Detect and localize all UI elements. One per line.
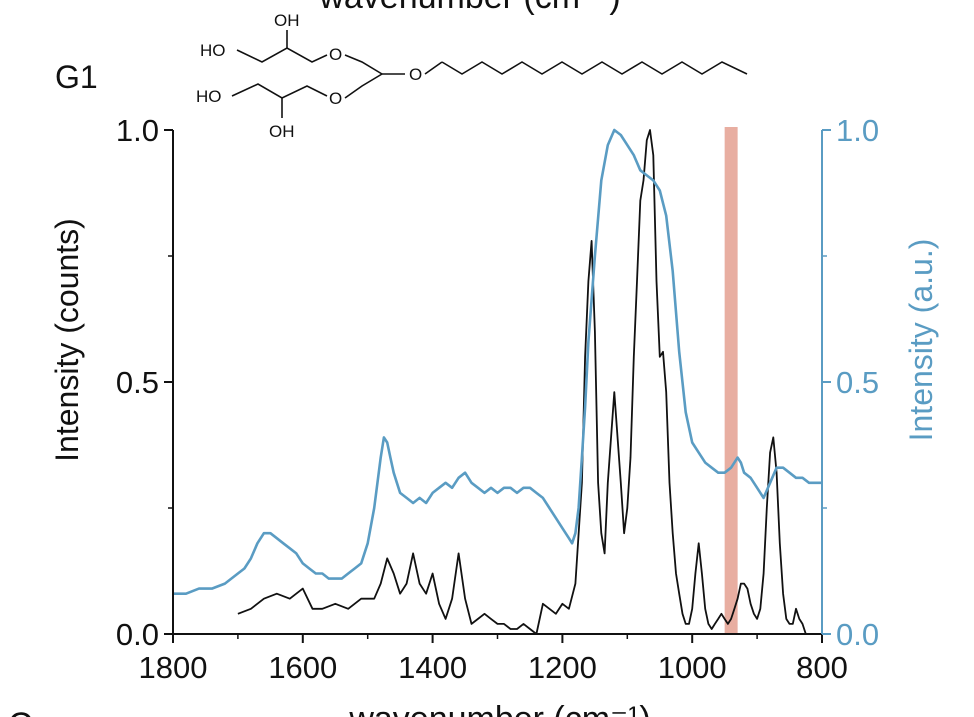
panel-label: G1 [55, 59, 98, 95]
atom-label-o-ether: O [409, 65, 422, 84]
structure-bond-lower [231, 83, 328, 99]
x-tick-label: 1600 [268, 650, 337, 685]
structure-bond-ether-out [424, 61, 443, 75]
y2-tick-label: 0.0 [836, 617, 879, 652]
structure-bond-lower-o [344, 73, 383, 99]
x-tick-label: 1800 [139, 650, 208, 685]
axes-layer: 1800 1600 1400 1200 1000 8000.00.51.00.00.51.… [116, 113, 879, 685]
atom-label-o-upper: O [329, 45, 342, 64]
x-tick-label: 1400 [398, 650, 467, 685]
cut-axis-title-top: wavenumber (cm⁻¹) [318, 0, 620, 16]
y2-axis-title: Intensity (a.u.) [903, 239, 939, 442]
cut-axis-title-bottom: wavenumber (cm⁻¹) [348, 700, 650, 717]
cut-panel-label-c: C [8, 706, 33, 717]
atom-label-oh-bottom: OH [269, 122, 295, 141]
series-line-raman [237, 129, 822, 635]
atom-label-ho-lower: HO [196, 87, 222, 106]
structure-bond-upper [236, 47, 328, 63]
chemical-structure [231, 30, 748, 118]
y2-tick-label: 0.5 [836, 365, 879, 400]
atom-label-o-lower: O [329, 89, 342, 108]
structure-alkyl-chain [441, 61, 748, 75]
x-tick-label: 800 [796, 650, 848, 685]
y-tick-label: 0.0 [116, 617, 159, 652]
atom-label-oh-top: OH [274, 11, 300, 30]
series-line-ir [173, 128, 822, 596]
y-tick-label: 0.5 [116, 365, 159, 400]
y2-tick-label: 1.0 [836, 113, 879, 148]
y-axis-title: Intensity (counts) [49, 218, 85, 462]
x-tick-label: 1000 [658, 650, 727, 685]
highlight-band [724, 127, 738, 634]
structure-atom-labels: OH HO O O O HO OH [196, 11, 422, 141]
atom-label-ho-upper: HO [200, 41, 226, 60]
structure-bond-upper-o [344, 54, 383, 75]
series-layer [173, 128, 822, 635]
y-tick-label: 1.0 [116, 113, 159, 148]
x-tick-label: 1200 [528, 650, 597, 685]
